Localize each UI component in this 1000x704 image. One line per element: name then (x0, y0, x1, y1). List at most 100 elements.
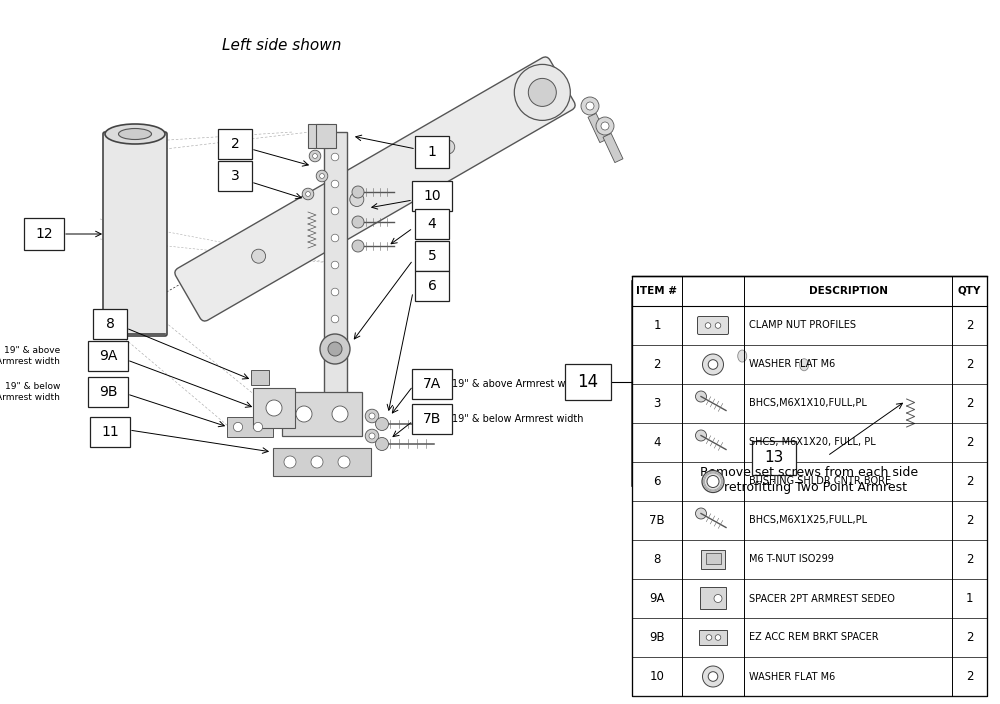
FancyBboxPatch shape (103, 132, 167, 336)
FancyBboxPatch shape (218, 129, 252, 159)
Circle shape (706, 635, 712, 641)
FancyBboxPatch shape (603, 134, 623, 163)
Circle shape (596, 117, 614, 135)
Text: 7B: 7B (423, 412, 441, 426)
Text: 2: 2 (966, 514, 973, 527)
Text: 2: 2 (966, 475, 973, 488)
Ellipse shape (900, 370, 912, 387)
Circle shape (266, 400, 282, 416)
FancyBboxPatch shape (273, 448, 371, 476)
Text: M6 T-NUT ISO299: M6 T-NUT ISO299 (749, 555, 834, 565)
Text: 4: 4 (428, 217, 436, 231)
Text: 19" & above
Armrest width: 19" & above Armrest width (0, 346, 60, 365)
FancyBboxPatch shape (632, 276, 987, 696)
FancyBboxPatch shape (415, 271, 449, 301)
Circle shape (311, 456, 323, 468)
Circle shape (253, 422, 263, 432)
FancyBboxPatch shape (308, 124, 328, 148)
Circle shape (320, 334, 350, 364)
Text: 1: 1 (428, 145, 436, 159)
Circle shape (702, 666, 724, 687)
Circle shape (601, 122, 609, 130)
Circle shape (705, 322, 711, 328)
Text: 8: 8 (653, 553, 661, 566)
FancyBboxPatch shape (415, 209, 449, 239)
FancyBboxPatch shape (88, 341, 128, 371)
Text: 6: 6 (653, 475, 661, 488)
FancyBboxPatch shape (656, 310, 927, 415)
Text: 19" & below
Armrest width: 19" & below Armrest width (0, 382, 60, 402)
Ellipse shape (669, 341, 676, 351)
Text: QTY: QTY (958, 286, 981, 296)
FancyBboxPatch shape (227, 417, 273, 437)
Circle shape (708, 360, 718, 370)
Circle shape (514, 64, 570, 120)
Circle shape (328, 342, 342, 356)
Text: 19" & above Armrest width: 19" & above Armrest width (452, 379, 584, 389)
FancyBboxPatch shape (88, 377, 128, 407)
Circle shape (365, 429, 379, 443)
FancyBboxPatch shape (251, 370, 269, 385)
FancyBboxPatch shape (412, 404, 452, 434)
FancyBboxPatch shape (93, 309, 127, 339)
Text: 1: 1 (966, 592, 973, 605)
Circle shape (352, 240, 364, 252)
Text: BHCS,M6X1X25,FULL,PL: BHCS,M6X1X25,FULL,PL (749, 515, 867, 525)
FancyBboxPatch shape (700, 588, 726, 608)
FancyBboxPatch shape (565, 364, 611, 400)
FancyBboxPatch shape (706, 553, 720, 565)
Circle shape (252, 249, 266, 263)
Text: 3: 3 (653, 397, 661, 410)
FancyBboxPatch shape (282, 392, 362, 436)
Text: SHCS, M6X1X20, FULL, PL: SHCS, M6X1X20, FULL, PL (749, 437, 876, 448)
Circle shape (350, 192, 364, 206)
Text: 1: 1 (653, 319, 661, 332)
Text: BUSHING SHLDR CNTR BORE: BUSHING SHLDR CNTR BORE (749, 477, 891, 486)
Text: SPACER 2PT ARMREST SEDEO: SPACER 2PT ARMREST SEDEO (749, 593, 895, 603)
Text: 6: 6 (428, 279, 436, 293)
Circle shape (331, 153, 339, 161)
FancyBboxPatch shape (90, 417, 130, 447)
Text: 2: 2 (966, 670, 973, 683)
FancyBboxPatch shape (412, 181, 452, 211)
Text: 10: 10 (650, 670, 664, 683)
FancyBboxPatch shape (752, 441, 796, 475)
Text: 2: 2 (966, 358, 973, 371)
FancyBboxPatch shape (699, 630, 727, 645)
Ellipse shape (119, 129, 152, 139)
Ellipse shape (800, 359, 809, 371)
Text: Left side shown: Left side shown (222, 39, 341, 54)
Circle shape (338, 456, 350, 468)
Text: 4: 4 (653, 436, 661, 449)
FancyBboxPatch shape (698, 317, 728, 334)
Circle shape (332, 406, 348, 422)
Circle shape (331, 342, 339, 350)
Circle shape (715, 635, 721, 641)
Circle shape (352, 216, 364, 228)
Text: EZ ACC REM BRKT SPACER: EZ ACC REM BRKT SPACER (749, 632, 879, 643)
Text: CLAMP NUT PROFILES: CLAMP NUT PROFILES (749, 320, 856, 330)
Text: 8: 8 (106, 317, 114, 331)
Text: 10: 10 (423, 189, 441, 203)
Ellipse shape (105, 124, 165, 144)
Text: ITEM #: ITEM # (637, 286, 678, 296)
Text: 3: 3 (231, 169, 239, 183)
Circle shape (528, 78, 556, 106)
Circle shape (696, 508, 706, 519)
Text: 2: 2 (966, 397, 973, 410)
FancyBboxPatch shape (701, 550, 725, 569)
Ellipse shape (896, 365, 915, 393)
Circle shape (376, 437, 388, 451)
Text: WASHER FLAT M6: WASHER FLAT M6 (749, 360, 835, 370)
FancyBboxPatch shape (588, 113, 608, 143)
Text: 2: 2 (966, 319, 973, 332)
Text: 14: 14 (577, 373, 599, 391)
FancyBboxPatch shape (415, 241, 449, 271)
Circle shape (714, 594, 722, 603)
Text: Remove set screws from each side
if retrofitting Two Point Armrest: Remove set screws from each side if retr… (700, 466, 919, 494)
Text: 11: 11 (101, 425, 119, 439)
Circle shape (313, 153, 317, 158)
Ellipse shape (738, 350, 747, 362)
Circle shape (708, 672, 718, 681)
Circle shape (331, 315, 339, 323)
